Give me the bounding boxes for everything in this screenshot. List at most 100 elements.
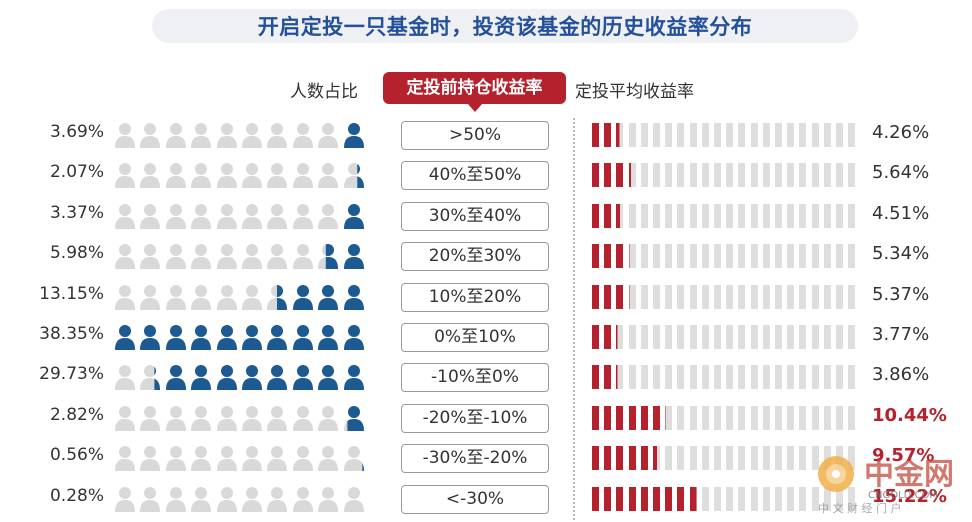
header-share: 人数占比: [290, 82, 358, 102]
bar-segment: [836, 284, 843, 309]
person-icon: [216, 364, 238, 391]
bar-segment: [653, 325, 660, 349]
person-icon: [139, 203, 161, 229]
bar-segment: [689, 123, 697, 147]
average-return-label: 3.77%: [872, 324, 930, 345]
bar-segment: [787, 325, 795, 349]
person-icon: [139, 486, 161, 512]
person-icon: [317, 486, 339, 512]
bar-segment: [604, 123, 612, 147]
bar-segment: [653, 365, 660, 390]
bar-segment: [750, 244, 758, 269]
bar-segment: [701, 123, 709, 147]
bar-segment: [640, 365, 648, 390]
bar-segment: [775, 203, 782, 228]
bar-segment: [738, 365, 746, 390]
bar-segment: [640, 123, 648, 147]
bar-segment: [726, 284, 734, 309]
bar-segment: [799, 365, 807, 390]
bar-segment: [714, 284, 721, 309]
bar-segment: [750, 365, 758, 390]
bar-segment: [677, 486, 685, 511]
average-return-label: 9.57%: [872, 445, 935, 467]
bar-segment: [811, 244, 819, 269]
bar-segment: [836, 486, 843, 511]
bar-segment: [848, 446, 856, 471]
bar-segment: [689, 486, 697, 511]
bar-segment: [653, 284, 660, 309]
bar-segment: [701, 284, 709, 309]
person-icon: [165, 445, 187, 472]
person-icon: [266, 324, 288, 350]
share-label: 3.69%: [49, 122, 104, 142]
bar-segment: [848, 325, 856, 349]
bar-segment: [799, 486, 807, 511]
bar-segment: [848, 284, 856, 309]
person-icon: [317, 364, 339, 391]
bar-segment: [701, 486, 709, 511]
person-icon: [292, 162, 314, 189]
people-icon-row: [114, 364, 370, 391]
bar-segment: [762, 486, 770, 511]
bar-segment: [811, 284, 819, 309]
bar-segment: [701, 244, 709, 269]
bar-segment: [775, 486, 782, 511]
share-label: 13.15%: [39, 283, 104, 304]
share-label: 2.07%: [49, 162, 104, 183]
person-icon: [292, 324, 314, 350]
person-icon: [241, 203, 263, 229]
person-icon: [114, 203, 136, 229]
bar-segment: [714, 123, 721, 147]
bar-segment: [823, 244, 831, 269]
watermark-tagline: 中 文 财 经 门 户: [818, 501, 901, 515]
person-icon: [343, 486, 365, 512]
person-icon: [266, 122, 288, 148]
person-icon: [266, 486, 288, 512]
person-icon: [216, 243, 238, 270]
person-icon: [216, 405, 238, 431]
person-icon: [292, 243, 314, 270]
share-label: 0.28%: [49, 485, 104, 506]
bar-segment: [836, 405, 843, 430]
table-row: 2.07% 40%至50% 5.64%: [0, 154, 972, 194]
bar-segment: [701, 325, 709, 349]
bar-segment: [616, 446, 624, 471]
bar-segment: [762, 123, 770, 147]
person-icon: [343, 405, 365, 431]
table-row: 3.37% 30%至40% 4.51%: [0, 195, 972, 235]
bar-segment: [640, 163, 648, 188]
bar-segment: [811, 123, 819, 147]
person-icon: [114, 445, 136, 472]
person-icon: [317, 162, 339, 189]
person-icon: [190, 243, 212, 270]
bar-segment: [701, 203, 709, 228]
person-icon: [317, 203, 339, 229]
bar-segment: [811, 163, 819, 188]
holding-return-range: 30%至40%: [401, 201, 549, 231]
person-icon: [190, 486, 212, 512]
bar-segment: [738, 203, 746, 228]
bar-segment: [750, 203, 758, 228]
bar-segment: [628, 203, 636, 228]
bar-segment: [640, 244, 648, 269]
bar-segment: [726, 325, 734, 349]
bar-segment: [811, 325, 819, 349]
average-return-label: 4.51%: [872, 202, 930, 224]
person-icon: [165, 486, 187, 512]
bar-segment: [640, 284, 648, 309]
table-row: 0.28% <-30% 15.22%: [0, 478, 972, 518]
bar-segment: [836, 163, 843, 188]
bar-segment: [848, 123, 856, 147]
person-icon: [292, 445, 314, 472]
person-icon: [190, 122, 212, 148]
person-icon: [241, 284, 263, 310]
bar-segment: [726, 203, 734, 228]
bar-segment: [787, 405, 795, 430]
bar-segment: [799, 163, 807, 188]
bar-segment: [750, 405, 758, 430]
person-icon: [216, 324, 238, 350]
bar-segment: [848, 163, 856, 188]
people-icon-row: [114, 284, 370, 310]
bar-segment: [604, 244, 612, 269]
return-bar: [592, 446, 860, 471]
